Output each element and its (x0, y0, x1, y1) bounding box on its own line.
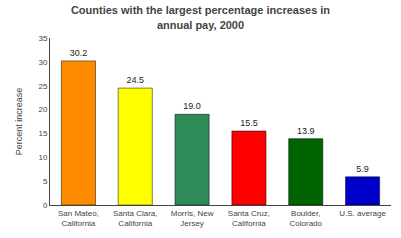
svg-text:Boulder,Colorado: Boulder,Colorado (290, 209, 323, 228)
svg-text:30: 30 (38, 58, 47, 67)
svg-text:Morris, NewJersey: Morris, NewJersey (171, 209, 214, 228)
svg-text:5.9: 5.9 (356, 164, 369, 174)
svg-text:U.S. average: U.S. average (339, 209, 386, 218)
svg-text:Counties with the largest perc: Counties with the largest percentage inc… (71, 4, 330, 30)
svg-text:35: 35 (38, 34, 47, 43)
svg-text:19.0: 19.0 (183, 101, 201, 111)
svg-text:30.2: 30.2 (70, 48, 88, 58)
svg-text:Santa Cruz,California: Santa Cruz,California (228, 209, 270, 228)
svg-text:15.5: 15.5 (240, 118, 258, 128)
svg-text:5: 5 (43, 177, 48, 186)
svg-text:10: 10 (38, 153, 47, 162)
svg-text:13.9: 13.9 (297, 126, 315, 136)
svg-text:0: 0 (43, 201, 48, 210)
svg-text:24.5: 24.5 (126, 75, 144, 85)
svg-text:Percent increase: Percent increase (14, 88, 24, 156)
svg-text:25: 25 (38, 82, 47, 91)
svg-text:20: 20 (38, 105, 47, 114)
svg-text:San Mateo,California: San Mateo,California (58, 209, 99, 228)
svg-text:Santa Clara,California: Santa Clara,California (113, 209, 157, 228)
svg-text:15: 15 (38, 129, 47, 138)
